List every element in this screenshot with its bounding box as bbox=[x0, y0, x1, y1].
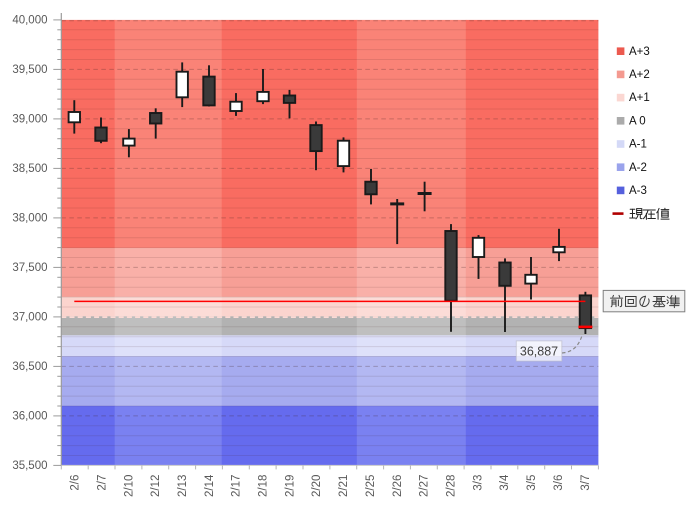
svg-text:38,000: 38,000 bbox=[12, 213, 47, 225]
svg-text:2/27: 2/27 bbox=[419, 475, 431, 497]
svg-text:A+3: A+3 bbox=[629, 46, 650, 58]
svg-text:2/21: 2/21 bbox=[338, 475, 350, 497]
svg-text:2/10: 2/10 bbox=[123, 475, 135, 497]
svg-text:40,000: 40,000 bbox=[12, 15, 47, 27]
svg-text:2/17: 2/17 bbox=[231, 475, 243, 497]
svg-text:3/6: 3/6 bbox=[553, 475, 565, 491]
svg-text:A+2: A+2 bbox=[629, 69, 650, 81]
svg-text:3/4: 3/4 bbox=[499, 474, 511, 491]
svg-text:2/18: 2/18 bbox=[258, 475, 270, 497]
svg-text:39,000: 39,000 bbox=[12, 114, 47, 126]
svg-text:35,500: 35,500 bbox=[12, 460, 47, 472]
svg-text:36,887: 36,887 bbox=[520, 344, 558, 358]
svg-text:2/12: 2/12 bbox=[150, 475, 162, 497]
svg-text:2/26: 2/26 bbox=[392, 475, 404, 497]
svg-text:2/19: 2/19 bbox=[284, 475, 296, 497]
svg-text:A+1: A+1 bbox=[629, 92, 650, 104]
svg-text:3/3: 3/3 bbox=[472, 475, 484, 491]
svg-text:A-2: A-2 bbox=[629, 162, 647, 174]
svg-text:A-1: A-1 bbox=[629, 139, 647, 151]
svg-text:2/20: 2/20 bbox=[311, 475, 323, 497]
svg-text:37,500: 37,500 bbox=[12, 262, 47, 274]
svg-text:37,000: 37,000 bbox=[12, 312, 47, 324]
svg-text:2/7: 2/7 bbox=[97, 475, 109, 491]
svg-text:3/5: 3/5 bbox=[526, 475, 538, 491]
svg-text:2/13: 2/13 bbox=[177, 475, 189, 497]
svg-text:2/6: 2/6 bbox=[70, 475, 82, 491]
svg-text:36,000: 36,000 bbox=[12, 411, 47, 423]
svg-text:2/28: 2/28 bbox=[446, 475, 458, 497]
svg-text:2/14: 2/14 bbox=[204, 474, 216, 497]
svg-text:A 0: A 0 bbox=[629, 115, 646, 127]
svg-text:3/7: 3/7 bbox=[580, 475, 592, 491]
svg-text:2/25: 2/25 bbox=[365, 475, 377, 497]
svg-text:38,500: 38,500 bbox=[12, 163, 47, 175]
svg-text:A-3: A-3 bbox=[629, 185, 647, 197]
svg-text:36,500: 36,500 bbox=[12, 361, 47, 373]
svg-text:39,500: 39,500 bbox=[12, 64, 47, 76]
